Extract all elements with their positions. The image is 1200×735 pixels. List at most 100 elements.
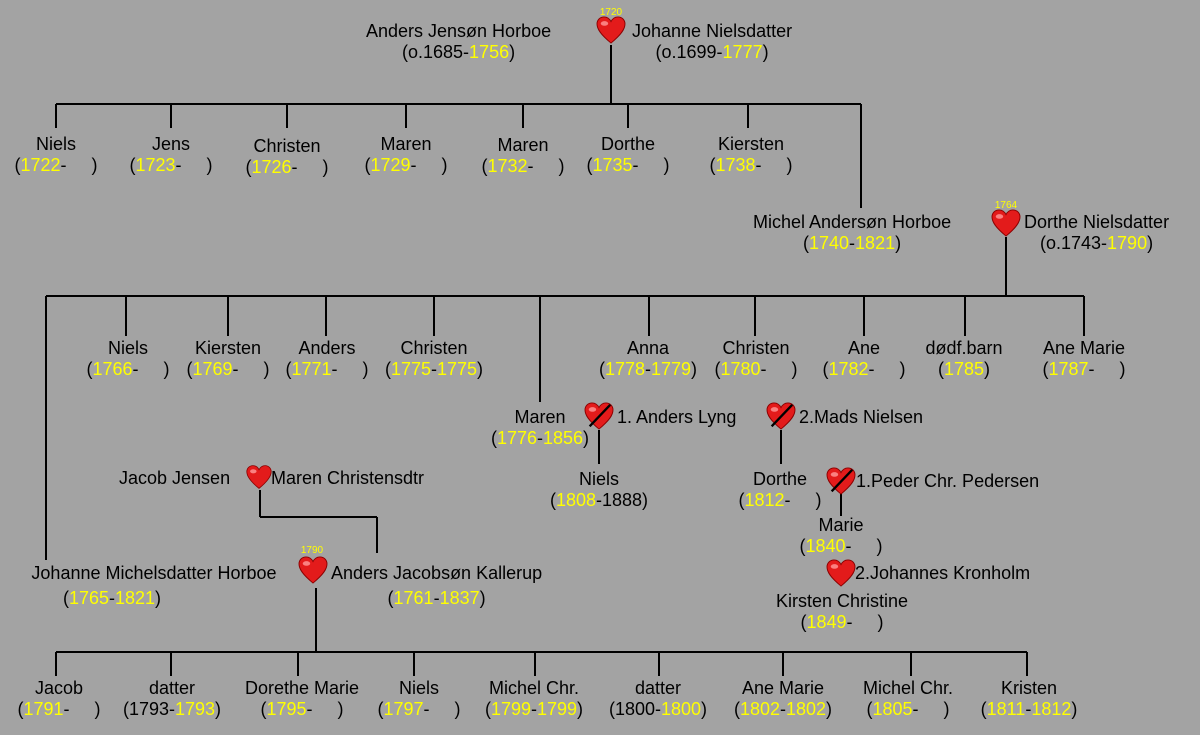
person-anders-horboe[interactable]: Anders Jensøn Horboe (o.1685-1756) <box>366 21 551 63</box>
person-dates: (1805- ) <box>866 699 950 719</box>
person-dates: (1775-1775) <box>384 359 484 379</box>
person-christen-1780[interactable]: Christen (1780- ) <box>710 338 802 380</box>
person-name: Niels <box>107 338 148 358</box>
heart-icon <box>991 209 1021 237</box>
person-jacob-1791[interactable]: Jacob (1791- ) <box>12 678 106 720</box>
person-name: Niels <box>578 469 619 489</box>
person-maren-1732[interactable]: Maren (1732- ) <box>477 135 569 177</box>
person-dates: (o.1699-1777) <box>655 42 769 62</box>
spouse-label[interactable]: 1.Peder Chr. Pedersen <box>856 471 1040 491</box>
person-datter-1793[interactable]: datter (1793-1793) <box>114 678 230 720</box>
heart-icon <box>246 464 272 490</box>
person-dorthe-nielsdatter[interactable]: Dorthe Nielsdatter (o.1743-1790) <box>1024 212 1169 254</box>
person-dates: (1766- ) <box>86 359 170 379</box>
person-dates: (1761-1837) <box>387 588 486 608</box>
marriage-year: 1790 <box>300 545 324 556</box>
person-name: Niels <box>35 134 76 154</box>
person-name: datter <box>634 678 682 698</box>
heart-icon <box>298 556 328 584</box>
person-kirsten-christine-1849[interactable]: Kirsten Christine (1849- ) <box>764 591 920 633</box>
person-dates: (1791- ) <box>17 699 101 719</box>
person-niels-1722[interactable]: Niels (1722- ) <box>10 134 102 176</box>
person-ane-marie-1802[interactable]: Ane Marie (1802-1802) <box>726 678 840 720</box>
person-name: Kiersten <box>194 338 262 358</box>
person-dates: (1793-1793) <box>122 699 222 719</box>
person-michel-chr-1799[interactable]: Michel Chr. (1799-1799) <box>476 678 592 720</box>
person-dates: (1769- ) <box>186 359 270 379</box>
person-dates: (1802-1802) <box>733 699 833 719</box>
person-anna-1778[interactable]: Anna (1778-1779) <box>592 338 704 380</box>
divorced-heart-icon <box>826 467 856 495</box>
person-dates: (1729- ) <box>364 155 448 175</box>
divorced-heart-icon <box>584 402 614 430</box>
spouse-label[interactable]: 1. Anders Lyng <box>617 407 737 427</box>
person-name: Maren <box>497 135 549 155</box>
person-name: Jens <box>151 134 191 154</box>
person-name: Ane <box>847 338 881 358</box>
person-name: Johanne Michelsdatter Horboe <box>31 563 277 583</box>
person-niels-1797[interactable]: Niels (1797- ) <box>372 678 466 720</box>
person-dates: (1765-1821) <box>62 588 162 608</box>
person-name: Christen <box>722 338 790 358</box>
person-dates: (1808-1888) <box>549 490 649 510</box>
spouse-label[interactable]: 2.Mads Nielsen <box>799 407 924 427</box>
person-jens-1723[interactable]: Jens (1723- ) <box>125 134 217 176</box>
person-christen-1775[interactable]: Christen (1775-1775) <box>382 338 486 380</box>
marriage-year: 1764 <box>994 200 1018 211</box>
person-jacob-jensen[interactable]: Jacob Jensen <box>119 468 231 488</box>
person-maren-christensdtr[interactable]: Maren Christensdtr <box>271 468 425 488</box>
person-name: Johanne Nielsdatter <box>632 21 793 41</box>
person-name: Anders Jacobsøn Kallerup <box>331 563 543 583</box>
divorced-heart-icon <box>766 402 796 430</box>
person-dates: (1740-1821) <box>803 233 902 253</box>
person-name: Dorthe Nielsdatter <box>1024 212 1170 232</box>
person-name: Dorethe Marie <box>244 678 360 698</box>
person-niels-1808[interactable]: Niels (1808-1888) <box>540 469 658 511</box>
person-name: Michel Chr. <box>862 678 954 698</box>
person-christen-1726[interactable]: Christen (1726- ) <box>241 136 333 178</box>
person-dates: (1771- ) <box>285 359 369 379</box>
person-dates: (1811-1812) <box>980 699 1078 719</box>
person-anders-kallerup[interactable]: Anders Jacobsøn Kallerup (1761-1837) <box>331 563 542 609</box>
person-dates: (1732- ) <box>481 156 565 176</box>
person-name: Dorthe <box>600 134 656 154</box>
person-marie-1840[interactable]: Marie (1840- ) <box>795 515 887 557</box>
person-name: Christen <box>400 338 468 358</box>
person-name: Jacob <box>34 678 84 698</box>
person-dates: (1738- ) <box>709 155 793 175</box>
person-name: Michel Chr. <box>488 678 580 698</box>
spouse-label[interactable]: 2.Johannes Kronholm <box>855 563 1031 583</box>
person-name: Michel Andersøn Horboe <box>753 212 952 232</box>
person-dorthe-1735[interactable]: Dorthe (1735- ) <box>582 134 674 176</box>
person-anders-1771[interactable]: Anders (1771- ) <box>281 338 373 380</box>
person-kristen-1811[interactable]: Kristen (1811-1812) <box>972 678 1086 720</box>
person-kiersten-1769[interactable]: Kiersten (1769- ) <box>182 338 274 380</box>
person-niels-1766[interactable]: Niels (1766- ) <box>82 338 174 380</box>
person-name: Maren <box>514 407 566 427</box>
person-dorethe-marie-1795[interactable]: Dorethe Marie (1795- ) <box>236 678 368 720</box>
person-maren-1776[interactable]: Maren (1776-1856) <box>484 407 596 449</box>
person-name: Kiersten <box>717 134 785 154</box>
person-dates: (1812- ) <box>738 490 822 510</box>
person-datter-1800[interactable]: datter (1800-1800) <box>600 678 716 720</box>
person-michel-horboe[interactable]: Michel Andersøn Horboe (1740-1821) <box>753 212 951 254</box>
person-dates: (1795- ) <box>260 699 344 719</box>
person-name: Dorthe <box>752 469 808 489</box>
person-kiersten-1738[interactable]: Kiersten (1738- ) <box>705 134 797 176</box>
person-johanne-michelsdatter[interactable]: Johanne Michelsdatter Horboe (1765-1821) <box>12 563 296 609</box>
person-maren-1729[interactable]: Maren (1729- ) <box>360 134 452 176</box>
person-dates: (1787- ) <box>1042 359 1126 379</box>
person-dates: (1723- ) <box>129 155 213 175</box>
person-ane-marie-1787[interactable]: Ane Marie (1787- ) <box>1036 338 1132 380</box>
marriage-year: 1720 <box>599 7 623 18</box>
person-dates: (1776-1856) <box>490 428 590 448</box>
person-name: Christen <box>253 136 321 156</box>
person-dorthe-1812[interactable]: Dorthe (1812- ) <box>734 469 826 511</box>
person-name: Marie <box>818 515 864 535</box>
person-name: Niels <box>398 678 439 698</box>
person-ane-1782[interactable]: Ane (1782- ) <box>818 338 910 380</box>
person-name: Anders Jensøn Horboe <box>366 21 552 41</box>
person-dodf-barn-1785[interactable]: dødf.barn (1785) <box>918 338 1010 380</box>
person-michel-chr-1805[interactable]: Michel Chr. (1805- ) <box>850 678 966 720</box>
person-johanne-nielsdatter[interactable]: Johanne Nielsdatter (o.1699-1777) <box>632 21 792 63</box>
